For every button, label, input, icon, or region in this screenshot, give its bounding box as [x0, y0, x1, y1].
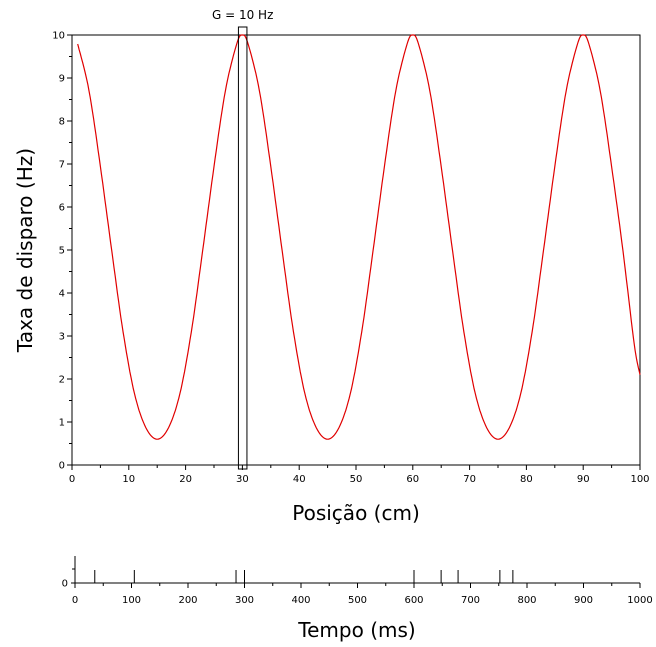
x-tick-label: 30 — [236, 474, 249, 485]
annotation-box — [237, 26, 248, 470]
x-tick-label: 80 — [520, 474, 533, 485]
x-tick-label: 70 — [463, 474, 476, 485]
x-tick-label: 10 — [122, 474, 135, 485]
y-tick-label: 9 — [59, 74, 65, 85]
raster-x-tick-label: 400 — [291, 595, 310, 606]
x-tick-label: 60 — [406, 474, 419, 485]
raster-x-tick-label: 300 — [235, 595, 254, 606]
x-tick-label: 20 — [179, 474, 192, 485]
y-tick-label: 6 — [59, 203, 65, 214]
raster-y-ticks: 0 — [62, 568, 75, 590]
y-axis-ticks: 0 1 2 3 4 5 6 7 8 9 10 — [52, 31, 72, 472]
y-axis-title: Taxa de disparo (Hz) — [13, 148, 37, 353]
y-tick-label: 10 — [52, 31, 65, 42]
y-tick-label: 0 — [59, 461, 65, 472]
x-axis-title: Posição (cm) — [292, 501, 420, 525]
raster-x-tick-label: 700 — [461, 595, 480, 606]
y-tick-label: 5 — [59, 246, 65, 257]
raster-x-tick-label: 1000 — [627, 595, 652, 606]
spike-marks — [94, 570, 514, 583]
raster-x-axis-title: Tempo (ms) — [297, 618, 415, 642]
annotation-label: G = 10 Hz — [212, 8, 273, 22]
x-axis-ticks: 0 10 20 30 40 50 60 70 80 90 100 — [69, 465, 650, 485]
plot-frame — [71, 34, 641, 466]
x-tick-label: 0 — [69, 474, 75, 485]
raster-x-tick-label: 200 — [178, 595, 197, 606]
raster-x-tick-label: 100 — [122, 595, 141, 606]
x-tick-label: 40 — [293, 474, 306, 485]
firing-rate-chart: 0 1 2 3 4 5 6 7 8 9 10 0 10 20 30 40 50 60 70 80 90 100 G = … — [13, 8, 650, 525]
firing-rate-series-line — [77, 34, 641, 440]
y-tick-label: 8 — [59, 117, 65, 128]
x-tick-label: 90 — [577, 474, 590, 485]
raster-y-tick-label: 0 — [62, 579, 68, 590]
y-tick-label: 1 — [59, 418, 65, 429]
raster-x-tick-label: 900 — [574, 595, 593, 606]
spike-raster-chart: 0 0 100 200 300 400 500 600 700 800 900 1000 Tempo… — [62, 556, 653, 642]
raster-x-tick-label: 0 — [72, 595, 78, 606]
y-tick-label: 3 — [59, 332, 65, 343]
y-tick-label: 2 — [59, 375, 65, 386]
raster-x-tick-label: 500 — [348, 595, 367, 606]
raster-x-tick-label: 600 — [404, 595, 423, 606]
y-tick-label: 7 — [59, 160, 65, 171]
x-tick-label: 50 — [350, 474, 363, 485]
x-tick-label: 100 — [630, 474, 649, 485]
raster-x-ticks: 0 100 200 300 400 500 600 700 800 900 1000 — [72, 583, 653, 606]
y-tick-label: 4 — [59, 289, 65, 300]
raster-x-tick-label: 800 — [517, 595, 536, 606]
